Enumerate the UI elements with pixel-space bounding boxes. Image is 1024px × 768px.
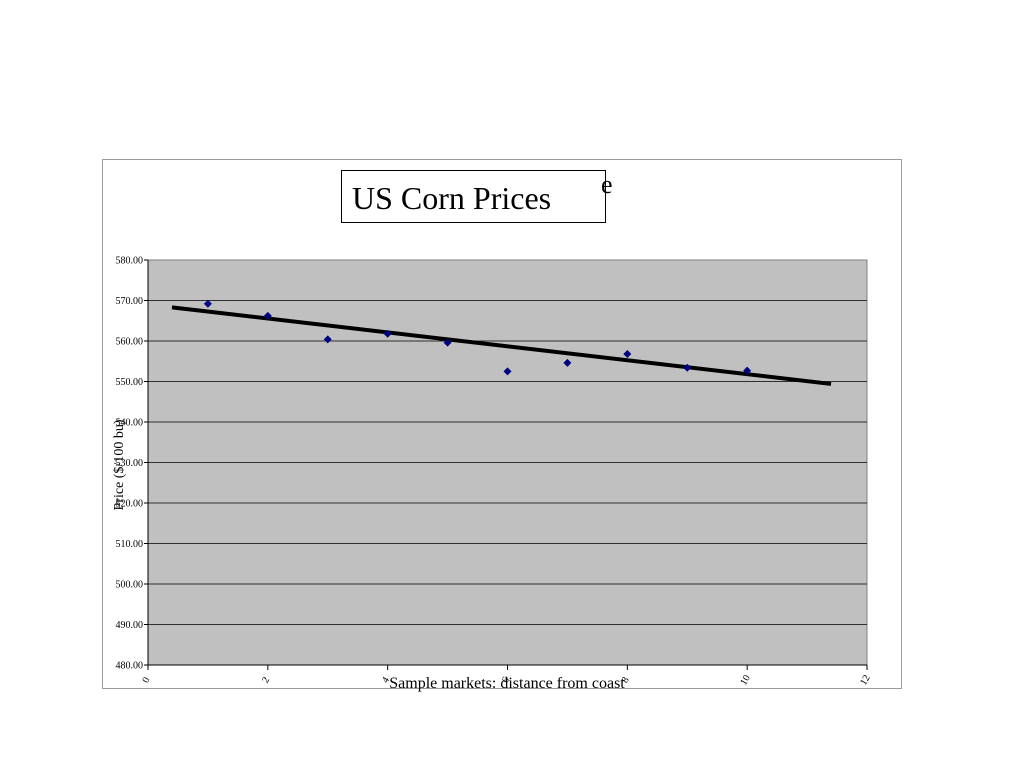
y-tick-label: 570.00 <box>116 296 144 307</box>
y-tick-label: 510.00 <box>116 539 144 550</box>
y-tick-label: 530.00 <box>116 458 144 469</box>
data-point <box>683 363 692 372</box>
x-tick-label: 10 <box>738 673 753 687</box>
chart-title-overflow: e <box>601 170 613 199</box>
y-tick-label: 480.00 <box>116 661 144 672</box>
x-tick-label: 6 <box>500 675 512 685</box>
y-tick-label: 500.00 <box>116 580 144 591</box>
y-tick-label: 490.00 <box>116 620 144 631</box>
x-tick-label: 2 <box>260 675 272 685</box>
data-point <box>383 329 392 338</box>
chart-title: US Corn Prices <box>352 180 552 216</box>
data-point <box>623 349 632 358</box>
x-tick-label: 8 <box>620 675 632 685</box>
data-point <box>743 366 752 375</box>
data-point <box>443 338 452 347</box>
data-point <box>503 367 512 376</box>
data-point <box>323 335 332 344</box>
y-tick-label: 580.00 <box>116 256 144 267</box>
y-tick-label: 550.00 <box>116 377 144 388</box>
x-axis-label: Sample markets: distance from coast <box>389 675 625 692</box>
trendline <box>171 305 832 386</box>
y-tick-label: 520.00 <box>116 499 144 510</box>
data-point <box>563 358 572 367</box>
chart-title-box: US Corn Prices <box>341 170 606 223</box>
data-point <box>203 299 212 308</box>
y-tick-label: 560.00 <box>116 337 144 348</box>
y-axis-label: Price ($/100 bu) <box>112 419 127 511</box>
y-tick-label: 540.00 <box>116 418 144 429</box>
x-tick-label: 12 <box>858 673 873 687</box>
data-point <box>263 311 272 320</box>
x-tick-label: 4 <box>380 675 392 685</box>
x-tick-label: 0 <box>140 675 152 685</box>
